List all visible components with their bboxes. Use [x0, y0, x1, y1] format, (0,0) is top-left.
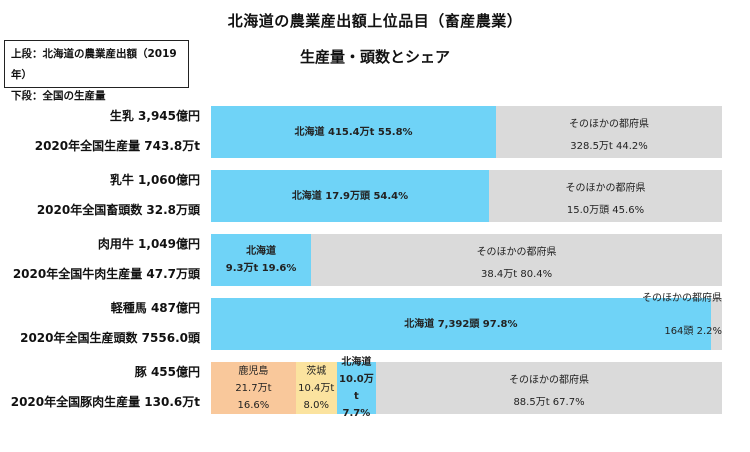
segment-label-line: 328.5万t 44.2% — [570, 141, 648, 152]
row-label: 肉用牛 1,049億円 2020年全国牛肉生産量 47.7万頭 — [13, 236, 200, 282]
bar-segment: そのほかの都府県 328.5万t 44.2% — [496, 106, 722, 158]
legend-box: 上段：北海道の農業産出額（2019年） 下段：全国の生産量 — [4, 40, 189, 102]
bar-segment — [710, 298, 722, 350]
row-label-value: 乳牛 1,060億円 — [109, 173, 200, 187]
row-label-national: 2020年全国生産頭数 7556.0頭 — [20, 331, 200, 345]
segment-label-line: そのほかの都府県 — [565, 183, 646, 194]
segment-label-line: 164頭 2.2% — [664, 326, 722, 337]
bar-track: 北海道 9.3万t 19.6% そのほかの都府県 38.4万t 80.4% — [211, 234, 722, 286]
segment-label-line: そのほかの都府県 — [509, 375, 590, 386]
segment-label-line: 茨城 — [306, 365, 327, 377]
legend-upper: 上段：北海道の農業産出額（2019年） — [11, 48, 177, 81]
bar-segment: そのほかの都府県 15.0万頭 45.6% — [488, 170, 722, 222]
row-label-national: 2020年全国畜頭数 32.8万頭 — [36, 203, 200, 217]
row-label-national: 2020年全国生産量 743.8万t — [34, 139, 200, 153]
segment-label-line: 38.4万t 80.4% — [480, 269, 553, 280]
segment-label-line: 21.7万t — [235, 382, 272, 394]
row-label: 豚 455億円 2020年全国豚肉生産量 130.6万t — [11, 364, 200, 410]
segment-label-line: そのほかの都府県 — [476, 247, 557, 258]
row-label-value: 肉用牛 1,049億円 — [97, 237, 200, 251]
segment-label-line: 8.0% — [303, 399, 329, 411]
bar-segment: 北海道 10.0万t 7.7% — [336, 357, 377, 419]
segment-label-line: 北海道 — [246, 246, 277, 257]
segment-label-line: 北海道 17.9万頭 54.4% — [291, 190, 409, 202]
row-label-value: 豚 455億円 — [134, 365, 200, 379]
bar-segment: 北海道 415.4万t 55.8% — [211, 106, 497, 158]
bar-segment: 北海道 9.3万t 19.6% — [211, 234, 312, 286]
row-label-value: 生乳 3,945億円 — [109, 109, 200, 123]
row-label: 乳牛 1,060億円 2020年全国畜頭数 32.8万頭 — [37, 172, 200, 218]
legend-lower: 下段：全国の生産量 — [11, 90, 106, 102]
segment-label-line: そのほかの都府県 — [642, 293, 722, 304]
row-label: 軽種馬 487億円 2020年全国生産頭数 7556.0頭 — [20, 300, 200, 346]
row-label: 生乳 3,945億円 2020年全国生産量 743.8万t — [35, 108, 200, 154]
bar-track: 北海道 17.9万頭 54.4% そのほかの都府県 15.0万頭 45.6% — [211, 170, 722, 222]
segment-label-line: 北海道 7,392頭 97.8% — [404, 318, 518, 330]
segment-label-line: 北海道 415.4万t 55.8% — [294, 126, 413, 138]
bar-track: 北海道 7,392頭 97.8% — [211, 298, 722, 350]
segment-label-line: 9.3万t 19.6% — [225, 263, 297, 274]
bar-track: 北海道 415.4万t 55.8% そのほかの都府県 328.5万t 44.2% — [211, 106, 722, 158]
segment-label-line: 7.7% — [342, 408, 371, 419]
bar-segment: 茨城 10.4万t 8.0% — [295, 362, 337, 414]
row-label-national: 2020年全国豚肉生産量 130.6万t — [10, 395, 200, 409]
chart-title: 北海道の農業産出額上位品目（畜産農業） — [227, 12, 523, 30]
segment-label-line: 88.5万t 67.7% — [513, 397, 585, 408]
bar-segment: 鹿児島 21.7万t 16.6% — [211, 362, 296, 414]
bar-segment: そのほかの都府県 38.4万t 80.4% — [311, 234, 722, 286]
chart-subtitle: 生産量・頭数とシェア — [299, 48, 450, 66]
segment-label-line: 北海道 — [341, 357, 372, 368]
segment-label-line: 16.6% — [237, 399, 270, 411]
segment-label-line: 15.0万頭 45.6% — [566, 205, 645, 216]
segment-label-line: 鹿児島 — [238, 365, 269, 377]
bar-segment: そのほかの都府県 88.5万t 67.7% — [376, 362, 722, 414]
segment-label-line: そのほかの都府県 — [569, 119, 650, 130]
bar-track: 鹿児島 21.7万t 16.6% 茨城 10.4万t 8.0% 北海道 10.0万t 7.7% そ… — [211, 357, 722, 419]
bar-segment: 北海道 17.9万頭 54.4% — [211, 170, 489, 222]
row-label-national: 2020年全国牛肉生産量 47.7万頭 — [12, 267, 200, 281]
segment-label-line: 10.4万t — [298, 382, 335, 394]
row-label-value: 軽種馬 487億円 — [110, 301, 200, 315]
segment-label-line: 10.0万t — [339, 374, 374, 402]
segment-label-external: そのほかの都府県 164頭 2.2% — [642, 290, 722, 340]
bar-segment: 北海道 7,392頭 97.8% — [211, 298, 711, 350]
